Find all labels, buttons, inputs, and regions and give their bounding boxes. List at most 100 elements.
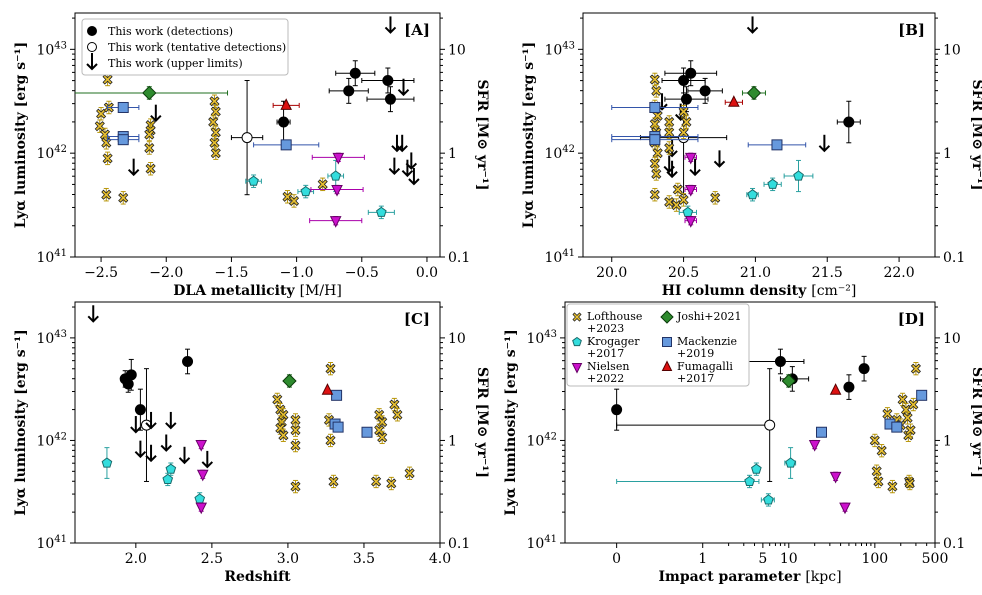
- y-tick-label: 1042: [544, 144, 575, 162]
- legend-label: +2017: [677, 372, 714, 385]
- data-point-lofthouse: [652, 148, 663, 159]
- data-point-lofthouse: [275, 423, 286, 434]
- limit-head: [145, 455, 157, 463]
- series-mackenzie: [611, 101, 807, 151]
- sfr-tick-label: 0.1: [448, 250, 470, 266]
- limit-head: [391, 145, 403, 153]
- y-tick-base: 10: [526, 433, 544, 449]
- y-tick-exponent: 41: [562, 248, 575, 259]
- limit-head: [746, 26, 759, 34]
- data-point-fumagalli: [280, 98, 292, 110]
- plot-frame: [582, 12, 936, 258]
- data-point-lofthouse: [209, 137, 220, 148]
- legend-label: Joshi+2021: [676, 310, 742, 323]
- data-point-detection: [349, 67, 361, 79]
- data-point-krogager: [194, 493, 206, 504]
- data-point-lofthouse: [651, 168, 662, 179]
- data-point-fumagalli: [728, 95, 740, 107]
- upper-limit-arrow: [384, 16, 397, 34]
- series-tentative: [616, 368, 776, 482]
- legend-panel-A: This work (detections) This work (tentati…: [81, 18, 289, 76]
- y-tick-exponent: 43: [562, 40, 575, 51]
- plot-area: [87, 305, 415, 515]
- series-tentative: [230, 79, 264, 196]
- legend-detection-marker: [87, 26, 97, 36]
- y-tick-label: 1041: [544, 248, 575, 266]
- legend-label: +2023: [587, 322, 624, 335]
- x-tick-label: 3.5: [353, 551, 375, 567]
- data-point-joshi: [746, 85, 762, 101]
- data-point-mackenzie: [361, 426, 373, 438]
- data-point-krogager: [767, 178, 778, 189]
- sfr-tick-label: 1: [448, 146, 457, 162]
- upper-limit-arrow: [408, 168, 420, 186]
- data-point-nielsen: [684, 216, 697, 228]
- data-point-tentative: [140, 419, 152, 431]
- limit-head: [818, 145, 831, 153]
- y-axis-title-left: Lyα luminosity [erg s⁻¹]: [13, 42, 29, 229]
- data-point-krogager: [300, 185, 312, 197]
- legend-joshi-marker: [660, 310, 674, 324]
- limit-head: [408, 178, 420, 186]
- data-point-nielsen: [808, 440, 821, 452]
- data-point-lofthouse: [876, 445, 887, 456]
- limit-head: [145, 422, 157, 430]
- upper-limit-arrow: [134, 440, 147, 459]
- y-tick-exponent: 43: [54, 329, 67, 340]
- series-tentative: [140, 368, 152, 482]
- series-limit: [105, 16, 420, 186]
- series-krogager: [616, 447, 797, 507]
- data-point-lofthouse: [371, 476, 382, 487]
- x-axis-title-main: HI column density: [662, 283, 807, 299]
- data-point-tentative: [241, 132, 253, 144]
- data-point-detection: [685, 67, 697, 79]
- upper-limit-arrow: [396, 134, 408, 153]
- legend-label: +2019: [677, 347, 714, 360]
- y-axis-title-right: SFR [M⊙ yr⁻¹]: [474, 80, 490, 191]
- x-tick-label: 21.5: [812, 265, 843, 281]
- data-point-detection: [774, 355, 786, 367]
- legend-frame: [566, 303, 750, 387]
- series-mackenzie: [329, 389, 373, 438]
- series-fumagalli: [829, 383, 842, 395]
- data-point-lofthouse: [386, 478, 397, 489]
- y-tick-base: 10: [526, 331, 544, 347]
- data-point-lofthouse: [102, 153, 113, 164]
- limit-head: [150, 114, 162, 123]
- y-tick-label: 1043: [36, 40, 67, 58]
- data-point-lofthouse: [325, 363, 336, 374]
- data-point-lofthouse: [649, 189, 660, 200]
- data-point-detection: [343, 85, 355, 97]
- data-point-fumagalli: [321, 383, 334, 395]
- limit-head: [397, 89, 410, 97]
- data-point-krogager: [747, 189, 758, 200]
- x-axis-title-unit: [kpc]: [805, 569, 841, 585]
- x-tick-label: 0.0: [416, 265, 438, 281]
- data-point-detection: [122, 378, 134, 390]
- data-point-krogager: [682, 206, 694, 217]
- data-point-nielsen: [332, 152, 345, 165]
- upper-limit-arrow: [689, 158, 701, 177]
- data-point-lofthouse: [664, 196, 675, 208]
- plot-area: [611, 348, 928, 515]
- series-fumagalli: [272, 98, 300, 110]
- limit-head: [160, 444, 172, 452]
- data-point-lofthouse: [681, 116, 692, 128]
- y-tick-exponent: 43: [54, 40, 67, 51]
- y-tick-label: 1041: [36, 248, 67, 266]
- limit-head: [384, 26, 397, 34]
- data-point-mackenzie: [117, 101, 129, 113]
- limit-head: [663, 165, 675, 173]
- x-axis-title: DLA metallicity [M/H]: [173, 283, 342, 299]
- series-joshi: [282, 373, 297, 389]
- data-point-mackenzie: [916, 389, 928, 401]
- x-tick-label: −1.5: [214, 265, 248, 281]
- x-tick-label: 20.5: [668, 265, 699, 281]
- panel-label: [B]: [898, 21, 925, 39]
- upper-limit-arrow: [145, 411, 157, 430]
- data-point-lofthouse: [678, 194, 689, 205]
- y-tick-exponent: 41: [54, 534, 67, 545]
- data-point-mackenzie: [771, 139, 783, 151]
- data-point-lofthouse: [290, 414, 301, 425]
